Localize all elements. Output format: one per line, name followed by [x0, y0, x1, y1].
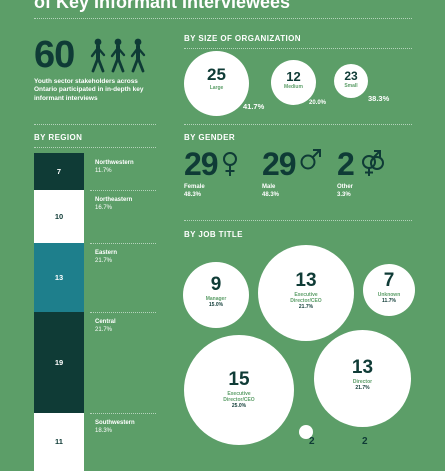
region-label-southwestern: Southwestern 18.3% — [95, 419, 135, 434]
section-title-gender: BY GENDER — [184, 133, 236, 142]
gender-male-label: Male — [262, 184, 276, 190]
job-manager-percent: 15.0% — [208, 302, 224, 308]
gender-other-percent: 3.3% — [337, 192, 351, 199]
job-exec1-label: Executive Director/CEO — [290, 292, 322, 304]
size-medium-percent: 20.0% — [309, 100, 327, 106]
gender-other: 2 Other 3.3% — [337, 146, 388, 200]
gender-male-value: 29 — [262, 146, 297, 182]
size-large-value: 25 — [207, 65, 226, 84]
job-manager-label: Manager — [205, 296, 227, 302]
gender-male: 29 Male 48.3% — [262, 146, 322, 200]
gender-female-label: Female — [184, 184, 205, 190]
section-title-region: BY REGION — [34, 133, 83, 142]
size-medium-value: 12 — [286, 69, 301, 84]
section-title-size: BY SIZE OF ORGANIZATION — [184, 34, 301, 43]
job-partial-value-1: 2 — [309, 436, 315, 447]
size-large-percent: 41.7% — [243, 102, 265, 111]
region-divider — [34, 147, 156, 148]
gender-male-percent: 48.3% — [262, 192, 280, 199]
size-circle-large: 25 Large — [184, 51, 249, 116]
region-row-divider — [90, 190, 156, 192]
job-circle-exec-2: 15 Executive Director/CEO 25.0% — [184, 335, 294, 445]
job-exec1-percent: 21.7% — [298, 304, 314, 310]
job-circle-exec-1: 13 Executive Director/CEO 21.7% — [258, 245, 354, 341]
page-title: of Key Informant Interviewees — [34, 0, 291, 12]
size-small-value: 23 — [344, 69, 358, 83]
job-exec2-percent: 25.0% — [231, 403, 247, 409]
region-row-divider — [90, 312, 156, 313]
job-unknown-percent: 11.7% — [382, 298, 396, 304]
header-divider — [34, 18, 412, 19]
region-row-divider — [90, 243, 156, 245]
size-medium-label: Medium — [284, 84, 303, 90]
region-segment-northwestern: 7 — [34, 153, 84, 191]
intro-text: Youth sector stakeholders across Ontario… — [34, 78, 144, 102]
region-segment-southwestern: 11 — [34, 412, 84, 471]
job-circle-unknown: 7 Unknown 11.7% — [363, 264, 415, 316]
job-director-label: Director — [352, 379, 373, 385]
region-label-northwestern: Northwestern 11.7% — [95, 160, 134, 175]
region-segment-central: 19 — [34, 312, 84, 413]
job-exec1-value: 13 — [295, 270, 317, 291]
gender-other-label: Other — [337, 184, 354, 190]
section-title-job: BY JOB TITLE — [184, 230, 243, 239]
region-label-eastern: Eastern 21.7% — [95, 250, 118, 265]
gender-female: 29 Female 48.3% — [184, 146, 238, 200]
region-row-divider — [90, 412, 156, 414]
region-segment-eastern: 13 — [34, 243, 84, 312]
male-symbol-icon — [300, 149, 322, 179]
size-large-label: Large — [209, 85, 224, 91]
job-circle-director: 13 Director 21.7% — [314, 330, 411, 427]
size-small-label: Small — [344, 83, 358, 89]
job-exec2-value: 15 — [228, 369, 250, 390]
region-segment-northeastern: 10 — [34, 190, 84, 244]
intersex-symbol-icon — [358, 150, 388, 179]
job-unknown-label: Unknown — [377, 292, 401, 298]
gender-female-value: 29 — [184, 146, 219, 182]
job-circle-manager: 9 Manager 15.0% — [183, 262, 249, 328]
job-partial-value-2: 2 — [362, 436, 368, 447]
job-director-percent: 21.7% — [355, 385, 370, 391]
total-participants-number: 60 — [34, 34, 75, 76]
job-circle-partial-small — [299, 425, 313, 439]
region-label-northeastern: Northeastern 16.7% — [95, 197, 133, 212]
size-divider — [184, 48, 412, 49]
job-director-value: 13 — [351, 357, 374, 378]
female-symbol-icon — [222, 152, 238, 179]
job-divider-top — [184, 220, 412, 221]
gender-other-value: 2 — [337, 146, 355, 182]
region-label-central: Central 21.7% — [95, 319, 116, 334]
people-icon — [88, 38, 154, 79]
job-exec2-label: Executive Director/CEO — [223, 391, 255, 403]
size-circle-small: 23 Small — [334, 64, 368, 98]
job-unknown-value: 7 — [383, 270, 395, 291]
job-manager-value: 9 — [210, 274, 222, 295]
size-circle-medium: 12 Medium — [271, 60, 316, 105]
gender-female-percent: 48.3% — [184, 192, 202, 199]
size-small-percent: 38.3% — [368, 94, 390, 103]
gender-divider-top — [184, 124, 412, 125]
region-divider-top — [34, 124, 156, 125]
